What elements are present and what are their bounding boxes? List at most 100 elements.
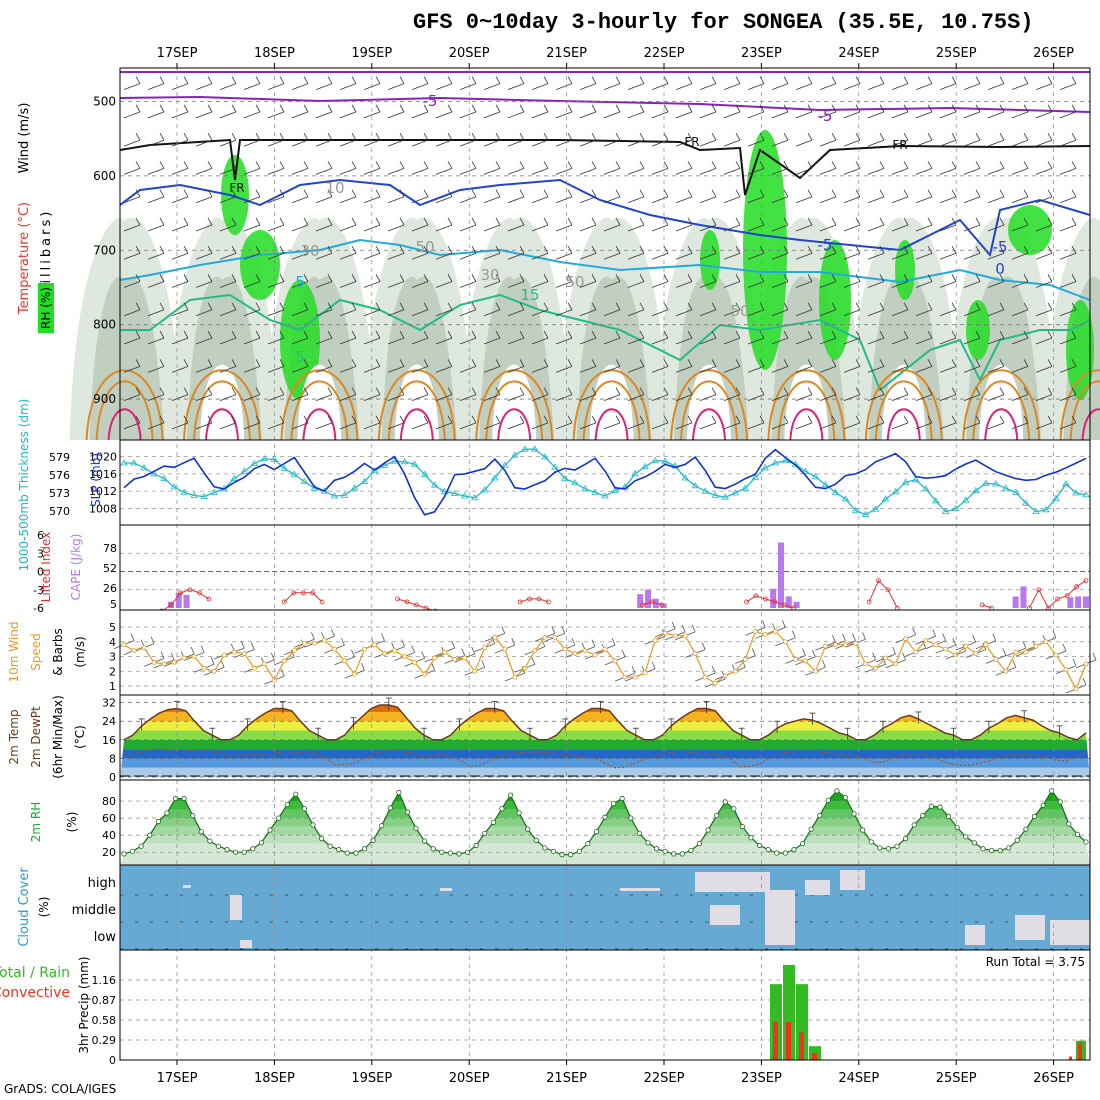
wind-barb-flag	[447, 415, 453, 424]
wind-barb-flag	[1023, 246, 1029, 254]
rh-point	[276, 815, 282, 821]
precip-axis-label: 3hr Precip (mm)	[77, 956, 91, 1053]
wind-barb-flag	[711, 76, 717, 84]
wind-barb-flag	[735, 189, 741, 197]
rh-point	[404, 809, 411, 815]
wind-barb	[1035, 139, 1053, 147]
wind-barb-flag	[902, 652, 906, 661]
wind-barb-flag	[351, 217, 357, 226]
precip-convective-bar	[1078, 1042, 1082, 1060]
cloud-patch	[230, 895, 242, 920]
wind-barb-flag	[1062, 643, 1067, 652]
wind-barb	[411, 309, 429, 317]
wind-barb-flag	[1023, 132, 1029, 141]
wind-barb-flag	[975, 76, 981, 84]
wind-barb	[507, 224, 525, 232]
wind-barb	[483, 281, 501, 288]
wind-speed-point	[833, 642, 838, 648]
wind-barb-flag	[207, 387, 213, 395]
wind-barb-flag	[687, 189, 693, 197]
wind-barb	[171, 168, 189, 175]
wind-barb-flag	[471, 104, 477, 113]
thickness-point	[691, 482, 699, 489]
wind-barb	[291, 394, 309, 401]
wind-barb-flag	[927, 387, 933, 395]
wind-barb	[123, 422, 141, 430]
wind-barb-flag	[783, 387, 789, 395]
wind-barb	[555, 196, 573, 204]
wind-barb-flag	[519, 387, 525, 395]
wind-barb	[627, 281, 645, 288]
wind-barb	[411, 83, 429, 90]
wind-barb	[819, 168, 837, 175]
wind-barb-flag	[927, 359, 933, 367]
wind-barb-flag	[1071, 274, 1077, 282]
wind-barb-flag	[615, 189, 621, 197]
contour-label: 30	[300, 242, 319, 260]
wind-barb-flag	[735, 132, 741, 141]
wind-barb	[771, 365, 789, 373]
rh-point	[490, 819, 496, 825]
li-tick-label: -6	[33, 602, 44, 615]
wind-barb-flag	[1047, 104, 1053, 113]
wind-barb	[699, 281, 717, 288]
wind-barb-flag	[421, 651, 425, 659]
wind-barb-flag	[663, 189, 669, 197]
wind-barb-flag	[447, 189, 453, 197]
wind-barb-flag	[783, 302, 789, 310]
wind-barb-flag	[240, 640, 245, 649]
cape-bar	[1083, 596, 1089, 608]
cape-bar	[770, 588, 777, 608]
wind-barb	[387, 111, 405, 119]
wind-barb-flag	[639, 189, 645, 197]
wind-barb	[579, 111, 597, 119]
rh-point	[181, 795, 187, 802]
bottom-date-label: 26SEP	[1033, 1071, 1074, 1086]
rh-point	[550, 848, 557, 854]
thickness-point	[551, 463, 559, 470]
wind-barb	[795, 309, 813, 317]
wind-barb-flag	[303, 76, 309, 84]
wind-barb	[651, 337, 669, 345]
wind-barb	[843, 224, 861, 232]
wind-barb-flag	[495, 104, 501, 113]
wind-barb-flag	[783, 274, 789, 282]
wind-barb-flag	[447, 330, 453, 339]
wind-speed-point	[462, 655, 468, 661]
thickness-point	[350, 484, 359, 491]
wind-barb	[171, 196, 189, 204]
temp-contour-20	[767, 369, 846, 441]
thickness-point	[901, 478, 910, 485]
wind-barb	[339, 281, 357, 288]
wind-barb-flag	[1072, 658, 1077, 666]
wind-barb	[195, 111, 213, 119]
bottom-date-label: 25SEP	[936, 1071, 977, 1086]
wind-barb-flag	[231, 104, 237, 113]
wind-barb-flag	[855, 76, 861, 84]
wind-barb	[435, 196, 453, 204]
wind-barb-flag	[207, 104, 213, 113]
wind-barb	[171, 83, 189, 90]
wind-barb-flag	[879, 387, 885, 395]
wind-barb-flag	[975, 302, 981, 310]
wind-barb	[819, 139, 837, 147]
wind-barb-flag	[903, 246, 909, 254]
temp-axis-label-1: 2m Temp	[7, 709, 21, 764]
precip-convective-bar	[773, 1022, 778, 1060]
wind-barb-flag	[531, 657, 536, 665]
wind-barb	[339, 224, 357, 232]
wind-barb-flag	[591, 246, 597, 254]
wind-barb	[939, 83, 957, 90]
rh-point	[645, 840, 651, 846]
wind-barb	[987, 224, 1005, 232]
wind-barb-flag	[519, 330, 525, 339]
wind-barb	[483, 111, 501, 119]
li-point	[395, 596, 400, 602]
rh-point	[671, 851, 677, 857]
wind-barb	[147, 83, 165, 90]
wind-barb-flag	[1023, 189, 1029, 197]
wind-barb	[459, 394, 477, 401]
wind-barb	[603, 168, 621, 175]
wind-barb-flag	[220, 660, 225, 668]
wind-barb-flag	[999, 302, 1005, 310]
